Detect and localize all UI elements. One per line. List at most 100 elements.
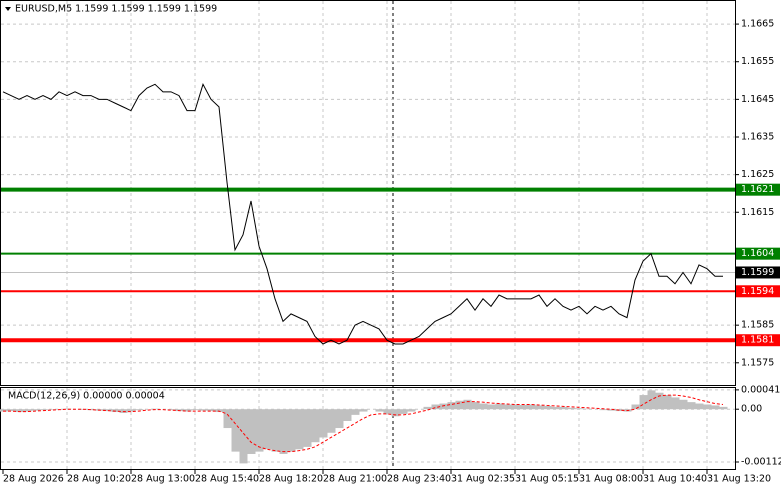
macd-bar [167, 409, 176, 411]
macd-bar [719, 406, 728, 410]
x-tick-label: 28 Aug 10:20 [67, 474, 131, 485]
macd-bar [407, 409, 416, 412]
macd-bar [543, 405, 552, 410]
y-tick-label: -0.00112 [741, 456, 781, 467]
chart-title: EURUSD,M5 1.1599 1.1599 1.1599 1.1599 [15, 4, 217, 15]
y-tick-label: 1.1615 [741, 207, 774, 218]
macd-bar [615, 409, 624, 412]
macd-bar [263, 409, 272, 450]
macd-bar [527, 404, 536, 410]
macd-bar [223, 409, 232, 429]
current-price-label: 1.1599 [741, 267, 774, 278]
macd-bar [0, 409, 8, 412]
macd-bar [679, 399, 688, 410]
x-tick-label: 31 Aug 05:15 [515, 474, 579, 485]
macd-bar [519, 404, 528, 410]
macd-bar [495, 403, 504, 410]
macd-bar [239, 409, 248, 464]
macd-bar [631, 404, 640, 410]
y-tick-label: 1.1635 [741, 131, 774, 142]
macd-bar [199, 409, 208, 411]
macd-bar [567, 407, 576, 410]
macd-bar [191, 409, 200, 411]
macd-bar [639, 395, 648, 410]
macd-bar [479, 403, 488, 410]
macd-bar [391, 409, 400, 417]
macd-bar [535, 405, 544, 410]
macd-bar [271, 409, 280, 452]
y-tick-label: 1.1665 [741, 19, 774, 30]
x-tick-label: 31 Aug 13:20 [707, 474, 771, 485]
level-label-box [736, 247, 780, 260]
macd-bar [663, 395, 672, 410]
macd-bar [103, 409, 112, 412]
level-label: 1.1604 [741, 248, 774, 259]
macd-bar [127, 409, 136, 412]
y-tick-label: 1.1575 [741, 357, 774, 368]
macd-bar [295, 409, 304, 450]
signal-line [3, 394, 724, 453]
level-label: 1.1581 [741, 335, 774, 346]
macd-bar [23, 409, 32, 412]
x-tick-label: 31 Aug 10:40 [643, 474, 707, 485]
macd-bar [711, 405, 720, 410]
current-price-box [736, 266, 780, 279]
macd-bar [423, 406, 432, 410]
macd-bar [559, 406, 568, 410]
macd-bar [487, 404, 496, 410]
macd-bar [359, 409, 368, 412]
x-tick-label: 28 Aug 13:00 [131, 474, 195, 485]
macd-bar [375, 409, 384, 412]
x-tick-label: 31 Aug 02:35 [451, 474, 515, 485]
macd-bar [247, 409, 256, 454]
macd-bar [87, 409, 96, 411]
macd-title: MACD(12,26,9) 0.00000 0.00004 [8, 391, 165, 402]
macd-bar [15, 409, 24, 413]
macd-bar [471, 402, 480, 410]
y-tick-label: 1.1585 [741, 320, 774, 331]
macd-bar [7, 409, 16, 412]
macd-bar [303, 409, 312, 447]
price-line [2, 82, 723, 345]
macd-bar [231, 409, 240, 452]
macd-panel-frame [0, 387, 736, 470]
macd-bar [39, 409, 48, 411]
macd-bar [575, 408, 584, 410]
x-tick-label: 28 Aug 18:20 [259, 474, 323, 485]
macd-bar [703, 404, 712, 410]
macd-bar [463, 399, 472, 410]
macd-bar [503, 404, 512, 410]
macd-bar [311, 409, 320, 443]
macd-bar [551, 406, 560, 410]
level-label: 1.1621 [741, 184, 774, 195]
macd-bar [183, 409, 192, 412]
macd-bar [687, 402, 696, 410]
macd-bar [655, 392, 664, 410]
macd-bar [607, 409, 616, 411]
y-tick-label: 1.1645 [741, 94, 774, 105]
macd-bar [431, 404, 440, 410]
macd-bar [343, 409, 352, 421]
macd-bar [599, 409, 608, 411]
x-tick-label: 31 Aug 08:00 [579, 474, 643, 485]
macd-bar [135, 409, 144, 411]
macd-bar [31, 409, 40, 411]
x-tick-label: 28 Aug 23:40 [387, 474, 451, 485]
macd-bar [455, 400, 464, 410]
macd-bar [383, 409, 392, 414]
level-label-box [736, 334, 780, 347]
level-label-box [736, 183, 780, 196]
level-label: 1.1594 [741, 286, 774, 297]
macd-bar [399, 409, 408, 414]
macd-bar [255, 409, 264, 452]
macd-bar [671, 397, 680, 410]
x-tick-label: 28 Aug 21:00 [323, 474, 387, 485]
macd-bar [695, 403, 704, 410]
macd-bar [447, 402, 456, 410]
macd-bar [351, 409, 360, 415]
x-tick-label: 28 Aug 15:40 [195, 474, 259, 485]
level-label-box [736, 285, 780, 298]
menu-arrow [5, 7, 11, 11]
macd-bar [207, 409, 216, 412]
